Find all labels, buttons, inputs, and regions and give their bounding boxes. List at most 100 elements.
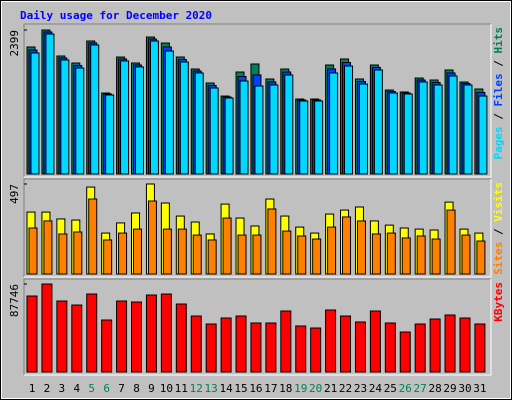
bar: [88, 198, 98, 275]
bar: [103, 239, 113, 275]
x-tick-label: 21: [324, 382, 337, 395]
bar: [160, 293, 172, 373]
x-tick-label: 1: [29, 382, 36, 395]
x-tick-label: 6: [103, 382, 110, 395]
bar: [401, 237, 411, 275]
bar: [28, 227, 38, 275]
legend-entry: Files: [492, 73, 505, 106]
bar: [209, 87, 219, 175]
frame-shadow: [23, 278, 491, 375]
bar: [149, 40, 159, 175]
bar: [265, 322, 277, 373]
bar: [431, 238, 441, 275]
bar: [45, 33, 55, 175]
bar: [145, 294, 157, 373]
bar: [448, 75, 458, 175]
x-tick-label: 16: [249, 382, 262, 395]
bar: [26, 295, 38, 373]
bar: [194, 72, 204, 175]
bar: [179, 61, 189, 175]
legend: KBytes: [492, 282, 505, 322]
x-tick-label: 2: [44, 382, 51, 395]
x-tick-label: 20: [309, 382, 322, 395]
bar: [164, 50, 174, 175]
bar: [192, 234, 202, 275]
bar: [444, 314, 456, 373]
bar: [446, 209, 456, 275]
x-tick-label: 26: [399, 382, 412, 395]
bar: [414, 323, 426, 373]
bar: [118, 232, 128, 275]
x-tick-label: 30: [458, 382, 471, 395]
bar: [237, 234, 247, 275]
x-tick-label: 24: [369, 382, 383, 395]
bar: [105, 94, 115, 175]
x-tick-label: 8: [133, 382, 140, 395]
chart-title: Daily usage for December 2020: [20, 9, 212, 22]
bar: [205, 323, 217, 373]
y-tick-label: 497: [8, 184, 21, 204]
bar: [474, 323, 486, 373]
bar: [252, 234, 262, 275]
bar: [75, 67, 85, 175]
x-tick-label: 19: [294, 382, 307, 395]
bar: [177, 228, 187, 275]
legend-separator: /: [492, 107, 505, 127]
bar: [429, 318, 441, 373]
bar: [399, 331, 411, 373]
x-tick-label: 11: [175, 382, 188, 395]
x-tick-label: 28: [428, 382, 441, 395]
y-tick-label: 2399: [8, 30, 21, 57]
x-tick-label: 31: [473, 382, 486, 395]
bar: [71, 304, 83, 373]
x-tick-label: 27: [414, 382, 427, 395]
frame-shadow: [23, 23, 491, 177]
bar: [476, 240, 486, 275]
bar: [43, 220, 53, 275]
x-tick-label: 29: [443, 382, 456, 395]
x-tick-label: 14: [219, 382, 233, 395]
legend-entry: Visits: [492, 182, 505, 222]
x-tick-label: 7: [118, 382, 125, 395]
frame-light: [24, 24, 492, 178]
legend: Pages / Files / Hits: [492, 27, 505, 160]
bar: [101, 319, 113, 373]
x-tick-label: 4: [73, 382, 80, 395]
bar: [86, 293, 98, 373]
bar: [282, 230, 292, 275]
bar: [131, 301, 143, 373]
bar: [433, 84, 443, 175]
bar: [58, 233, 68, 275]
bar: [371, 233, 381, 275]
bar: [344, 65, 354, 175]
bar: [384, 322, 396, 373]
bar: [280, 310, 292, 373]
bar: [358, 83, 368, 175]
bar: [386, 232, 396, 275]
bar: [299, 100, 309, 175]
bar: [403, 93, 413, 175]
bar: [135, 66, 145, 175]
bar: [459, 317, 471, 373]
legend-separator: /: [492, 54, 505, 74]
bar: [295, 325, 307, 373]
bar: [388, 92, 398, 175]
bar: [267, 208, 277, 275]
bar: [340, 315, 352, 373]
bar: [207, 239, 217, 275]
bar: [463, 84, 473, 175]
bar: [56, 300, 68, 373]
x-tick-label: 18: [279, 382, 292, 395]
legend-entry: Pages: [492, 126, 505, 159]
bar: [73, 231, 83, 275]
bar: [162, 228, 172, 275]
bar: [116, 300, 128, 373]
bar: [416, 235, 426, 275]
bar: [41, 283, 53, 373]
bar: [297, 235, 307, 275]
legend-entry: Hits: [492, 27, 505, 54]
bar: [354, 321, 366, 373]
bar: [30, 52, 40, 175]
bar: [120, 60, 130, 175]
